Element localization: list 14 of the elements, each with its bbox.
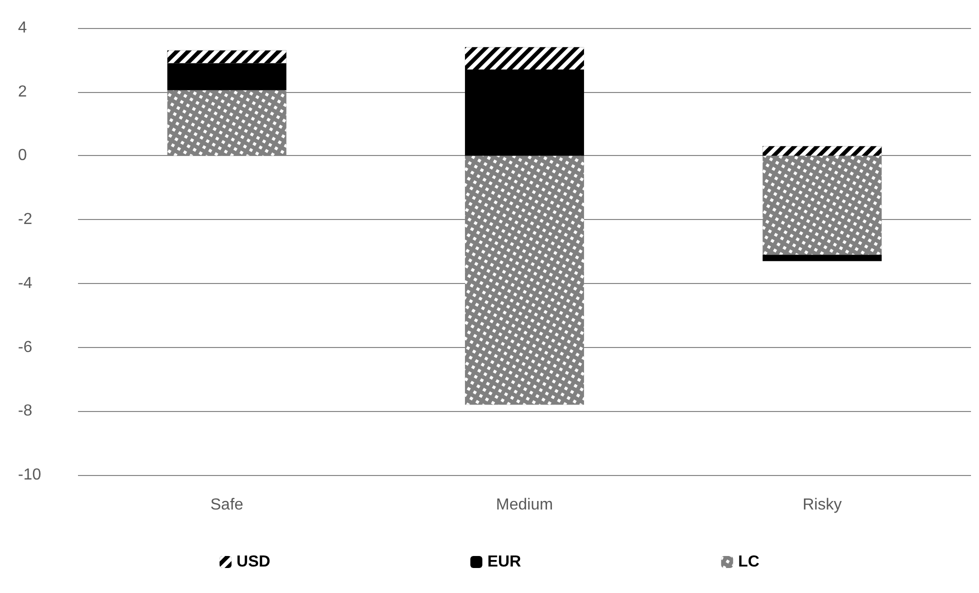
y-tick-label: -6 [18,338,32,356]
y-tick-label: 2 [18,83,27,100]
y-tick-label: 0 [18,147,27,164]
x-tick-label: Medium [496,496,553,514]
y-tick-label: -10 [18,466,42,484]
legend-label: LC [738,554,760,570]
legend-label: USD [236,554,270,570]
x-tick-label: Safe [210,496,244,514]
x-tick-label: Risky [802,496,842,514]
y-tick-label: -4 [18,274,32,292]
y-tick-label: -8 [18,402,32,420]
y-tick-label: -2 [18,211,32,228]
legend-label: EUR [487,554,522,570]
y-tick-label: 4 [18,20,27,36]
